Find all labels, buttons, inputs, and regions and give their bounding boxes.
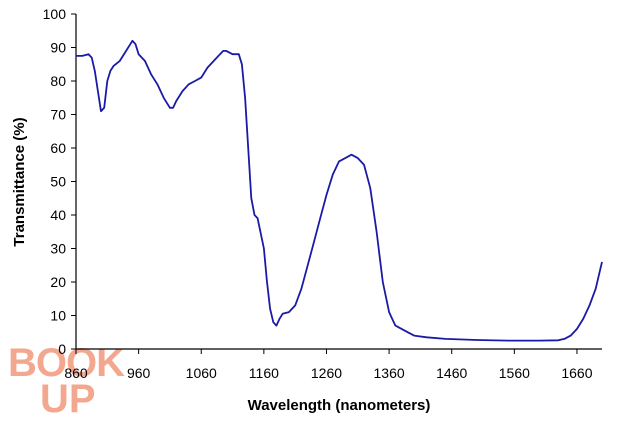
- x-ticks: 860 960 1060 1160 1260 1360 1460 1560 1660: [64, 349, 593, 381]
- y-ticks: 0 10 20 30 40 50 60 70 80 90 100: [43, 6, 76, 357]
- y-tick-label: 60: [50, 140, 66, 156]
- x-tick-label: 860: [64, 365, 88, 381]
- y-tick-label: 100: [43, 6, 67, 22]
- watermark-line2: UP: [40, 377, 96, 421]
- y-tick-label: 20: [50, 274, 66, 290]
- x-axis-title: Wavelength (nanometers): [248, 397, 431, 414]
- y-tick-label: 0: [58, 341, 66, 357]
- y-tick-label: 50: [50, 174, 66, 190]
- x-tick-label: 1360: [374, 365, 405, 381]
- x-tick-label: 1060: [186, 365, 217, 381]
- y-tick-label: 30: [50, 241, 66, 257]
- watermark-logo: BOOK UP: [8, 341, 126, 421]
- watermark-line1: BOOK: [8, 341, 125, 385]
- x-tick-label: 1160: [249, 365, 279, 381]
- x-tick-label: 1460: [436, 365, 467, 381]
- y-tick-label: 40: [50, 207, 66, 223]
- y-tick-label: 10: [50, 308, 66, 324]
- y-tick-label: 90: [50, 40, 66, 56]
- x-tick-label: 1660: [561, 365, 592, 381]
- axes: [75, 14, 602, 350]
- x-tick-label: 1560: [499, 365, 530, 381]
- transmittance-series-line: [76, 39, 603, 342]
- y-axis-title: Transmittance (%): [11, 117, 28, 246]
- y-tick-label: 70: [50, 107, 66, 123]
- x-tick-label: 1260: [311, 365, 342, 381]
- x-tick-label: 960: [127, 365, 151, 381]
- y-tick-label: 80: [50, 73, 66, 89]
